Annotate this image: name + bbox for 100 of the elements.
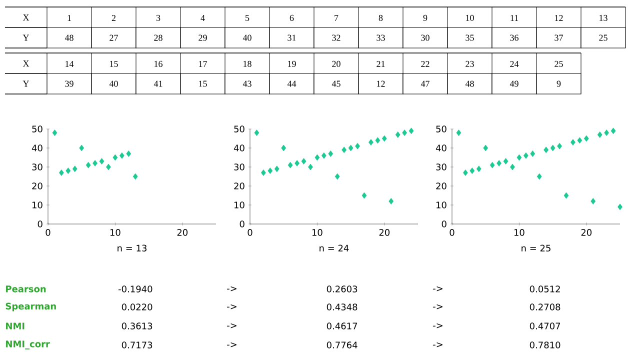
y-tick-label: 50 — [32, 126, 42, 132]
y-tick-label: 0 — [442, 220, 446, 228]
text: 0.4707 — [530, 322, 560, 330]
x-tick-label: 12 — [555, 15, 563, 21]
data-label: 33 — [376, 34, 385, 41]
point — [476, 166, 482, 172]
y-tick-label: 40 — [32, 144, 42, 152]
x-tick-label: 17 — [199, 61, 207, 67]
y-tick-label: 20 — [436, 182, 446, 190]
point — [58, 170, 64, 176]
data-label: 35 — [466, 34, 474, 41]
data-label: 48 — [64, 34, 74, 41]
point — [86, 162, 91, 168]
data-label: 9 — [556, 80, 561, 87]
x-tick-label: 0 — [46, 229, 50, 236]
text: -> — [433, 286, 442, 292]
point — [388, 198, 394, 204]
point — [301, 158, 306, 164]
x-tick-label: 24 — [510, 61, 519, 67]
text: 0.7173 — [122, 342, 152, 348]
x-tick-label: 15 — [110, 60, 118, 67]
x-tick-label: 18 — [244, 60, 252, 67]
x-tick-label: 20 — [177, 229, 188, 236]
point — [610, 128, 616, 134]
data-label: 45 — [332, 80, 340, 87]
point — [490, 162, 495, 168]
text: -> — [227, 342, 236, 348]
data-label: 48 — [465, 80, 474, 87]
point — [66, 168, 71, 174]
point — [590, 198, 596, 204]
point — [408, 128, 414, 134]
point — [462, 170, 468, 176]
x-axis-title: n = 25 — [522, 244, 550, 252]
data-label: 43 — [242, 80, 252, 87]
data-label: 25 — [599, 34, 608, 41]
point — [570, 139, 576, 146]
y-tick-label: 0 — [240, 220, 244, 228]
y-tick-label: 10 — [234, 202, 244, 208]
text: -> — [227, 304, 236, 310]
point — [496, 160, 502, 166]
text: -> — [227, 286, 236, 292]
point — [503, 158, 508, 164]
y-tick-label: 10 — [32, 202, 42, 208]
point — [52, 130, 58, 136]
x-tick-label: 7 — [334, 15, 338, 21]
y-tick-label: 30 — [32, 164, 42, 170]
x-tick-label: 10 — [466, 14, 474, 21]
x-tick-label: 10 — [312, 229, 322, 236]
text: 0.2708 — [530, 304, 560, 310]
point — [126, 150, 132, 157]
text: NMI — [6, 322, 24, 330]
text: Spearman — [6, 302, 56, 312]
x-tick-label: 23 — [466, 60, 474, 67]
point — [334, 173, 340, 180]
point — [288, 162, 293, 168]
x-tick-label: 25 — [554, 60, 563, 67]
point — [375, 137, 380, 144]
data-label: 28 — [154, 34, 162, 41]
text: X — [22, 60, 30, 66]
text: Pearson — [6, 286, 46, 292]
y-tick-label: 40 — [436, 144, 446, 152]
y-tick-label: 20 — [32, 182, 42, 190]
data-label: 44 — [287, 80, 296, 87]
point — [510, 164, 515, 170]
point — [544, 146, 549, 154]
x-tick-label: 9 — [423, 14, 428, 21]
y-tick-label: 40 — [234, 144, 244, 152]
x-tick-label: 3 — [156, 14, 160, 21]
text: 0.4348 — [326, 304, 358, 310]
y-tick-label: 30 — [234, 164, 244, 170]
point — [268, 168, 273, 174]
point — [604, 130, 610, 136]
text: 0.2603 — [326, 286, 358, 292]
y-tick-label: 0 — [38, 220, 42, 228]
point — [557, 142, 562, 150]
text: -> — [433, 323, 442, 328]
point — [314, 154, 320, 161]
point — [456, 130, 462, 136]
point — [516, 154, 522, 161]
x-tick-label: 10 — [514, 229, 524, 236]
text: 0.7764 — [326, 342, 358, 348]
text: 0.3613 — [122, 322, 152, 330]
data-label: 30 — [421, 34, 430, 41]
x-tick-label: 0 — [450, 229, 454, 236]
y-tick-label: 30 — [436, 164, 446, 170]
point — [470, 168, 475, 174]
data-label: 37 — [554, 34, 563, 41]
text: 0.4617 — [326, 322, 358, 330]
point — [119, 152, 124, 159]
y-tick-label: Y — [22, 80, 30, 87]
point — [308, 164, 313, 170]
x-tick-label: 0 — [248, 229, 252, 236]
point — [342, 146, 347, 154]
x-tick-label: 20 — [379, 229, 390, 236]
data-label: 47 — [420, 80, 430, 87]
data-label: 39 — [65, 80, 74, 87]
x-tick-label: 6 — [290, 14, 294, 21]
y-tick-label: 20 — [234, 182, 244, 190]
data-label: 40 — [242, 34, 252, 41]
text: 0.7810 — [530, 342, 560, 348]
